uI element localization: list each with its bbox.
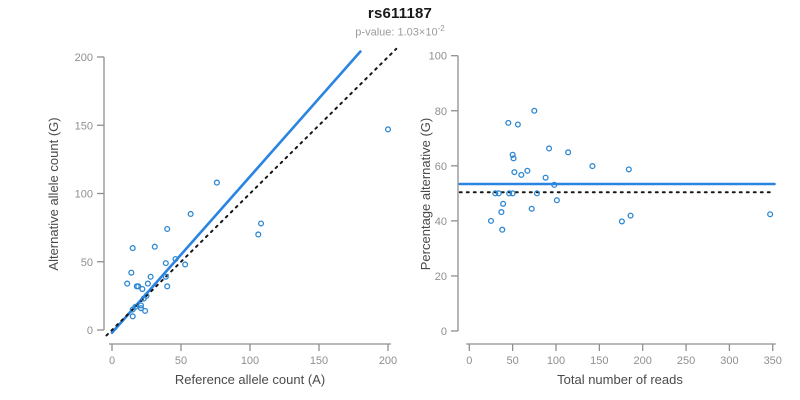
- data-point: [144, 280, 151, 287]
- y-tick-label: 100: [429, 51, 447, 63]
- data-point: [128, 269, 135, 276]
- data-point: [137, 302, 145, 309]
- data-point: [553, 197, 560, 204]
- data-point: [565, 149, 572, 156]
- x-tick-label: 50: [507, 355, 519, 367]
- x-tick-label: 0: [109, 355, 115, 367]
- data-point: [498, 209, 505, 216]
- data-point: [589, 163, 596, 170]
- y-tick-label: 50: [81, 257, 93, 269]
- data-point: [164, 225, 171, 233]
- y-axis-label: Alternative allele count (G): [46, 117, 61, 270]
- y-tick-label: 150: [75, 120, 93, 132]
- y-tick-label: 40: [435, 216, 447, 228]
- data-point: [139, 285, 146, 293]
- data-point: [172, 255, 179, 263]
- data-point: [505, 119, 512, 126]
- data-point: [213, 179, 220, 186]
- y-tick-label: 20: [435, 271, 447, 283]
- y-axis-label: Percentage alternative (G): [418, 118, 433, 270]
- data-point: [506, 190, 513, 197]
- data-point: [492, 190, 499, 197]
- x-tick-label: 250: [677, 355, 695, 367]
- data-point: [495, 190, 502, 197]
- data-point: [511, 169, 518, 176]
- data-point: [627, 212, 634, 219]
- data-point: [533, 190, 540, 197]
- data-point: [487, 217, 495, 224]
- x-tick-label: 200: [634, 355, 652, 367]
- y-tick-label: 100: [75, 189, 93, 201]
- y-tick-label: 60: [435, 161, 447, 173]
- data-point: [255, 231, 262, 238]
- data-point: [162, 273, 169, 280]
- y-tick-label: 0: [87, 325, 93, 337]
- data-point: [129, 313, 136, 320]
- data-point: [257, 220, 265, 227]
- data-point: [187, 210, 194, 218]
- data-point: [542, 174, 549, 181]
- data-point: [514, 121, 521, 128]
- data-point: [528, 205, 535, 212]
- x-tick-label: 50: [175, 355, 187, 367]
- x-tick-label: 300: [720, 355, 738, 367]
- data-point: [625, 166, 632, 173]
- data-point: [147, 273, 154, 280]
- x-tick-label: 100: [547, 355, 565, 367]
- regression-line: [110, 50, 362, 335]
- data-point: [142, 307, 149, 314]
- left-scatter-panel: 0 50 100 150 200 0 50 100 150 200 Reference allele…: [46, 47, 398, 387]
- data-point: [384, 126, 392, 133]
- data-point: [518, 171, 525, 178]
- data-point: [500, 200, 507, 207]
- data-point: [524, 167, 531, 174]
- data-point: [137, 305, 145, 312]
- data-point: [135, 283, 142, 290]
- data-point: [151, 243, 158, 250]
- y-tick-label: 80: [435, 106, 447, 118]
- x-tick-label: 150: [310, 355, 328, 367]
- x-axis-label: Total number of reads: [557, 372, 683, 387]
- x-tick-label: 100: [241, 355, 259, 367]
- y-tick-label: 200: [75, 52, 93, 64]
- data-point: [767, 211, 774, 218]
- x-axis-label: Reference allele count (A): [175, 372, 325, 387]
- identity-line: [105, 47, 398, 337]
- data-point: [509, 190, 516, 197]
- data-point: [618, 218, 625, 225]
- data-point: [509, 151, 516, 158]
- x-tick-label: 200: [379, 355, 397, 367]
- data-point: [182, 261, 189, 268]
- data-point: [132, 303, 139, 310]
- data-point: [129, 245, 136, 252]
- right-scatter-panel: 0 20 40 60 80 100 0 50 100 150 200 250 300 350 Total n…: [418, 51, 782, 387]
- data-point: [510, 155, 517, 162]
- data-point: [531, 107, 538, 114]
- x-tick-label: 0: [466, 355, 472, 367]
- data-point: [162, 260, 169, 267]
- data-point: [546, 145, 553, 152]
- y-tick-label: 0: [441, 326, 447, 338]
- data-point: [551, 181, 558, 188]
- x-tick-label: 350: [764, 355, 782, 367]
- x-tick-label: 150: [590, 355, 608, 367]
- data-point: [143, 292, 150, 299]
- data-point: [164, 283, 171, 290]
- data-point: [124, 280, 131, 287]
- data-point: [499, 226, 506, 233]
